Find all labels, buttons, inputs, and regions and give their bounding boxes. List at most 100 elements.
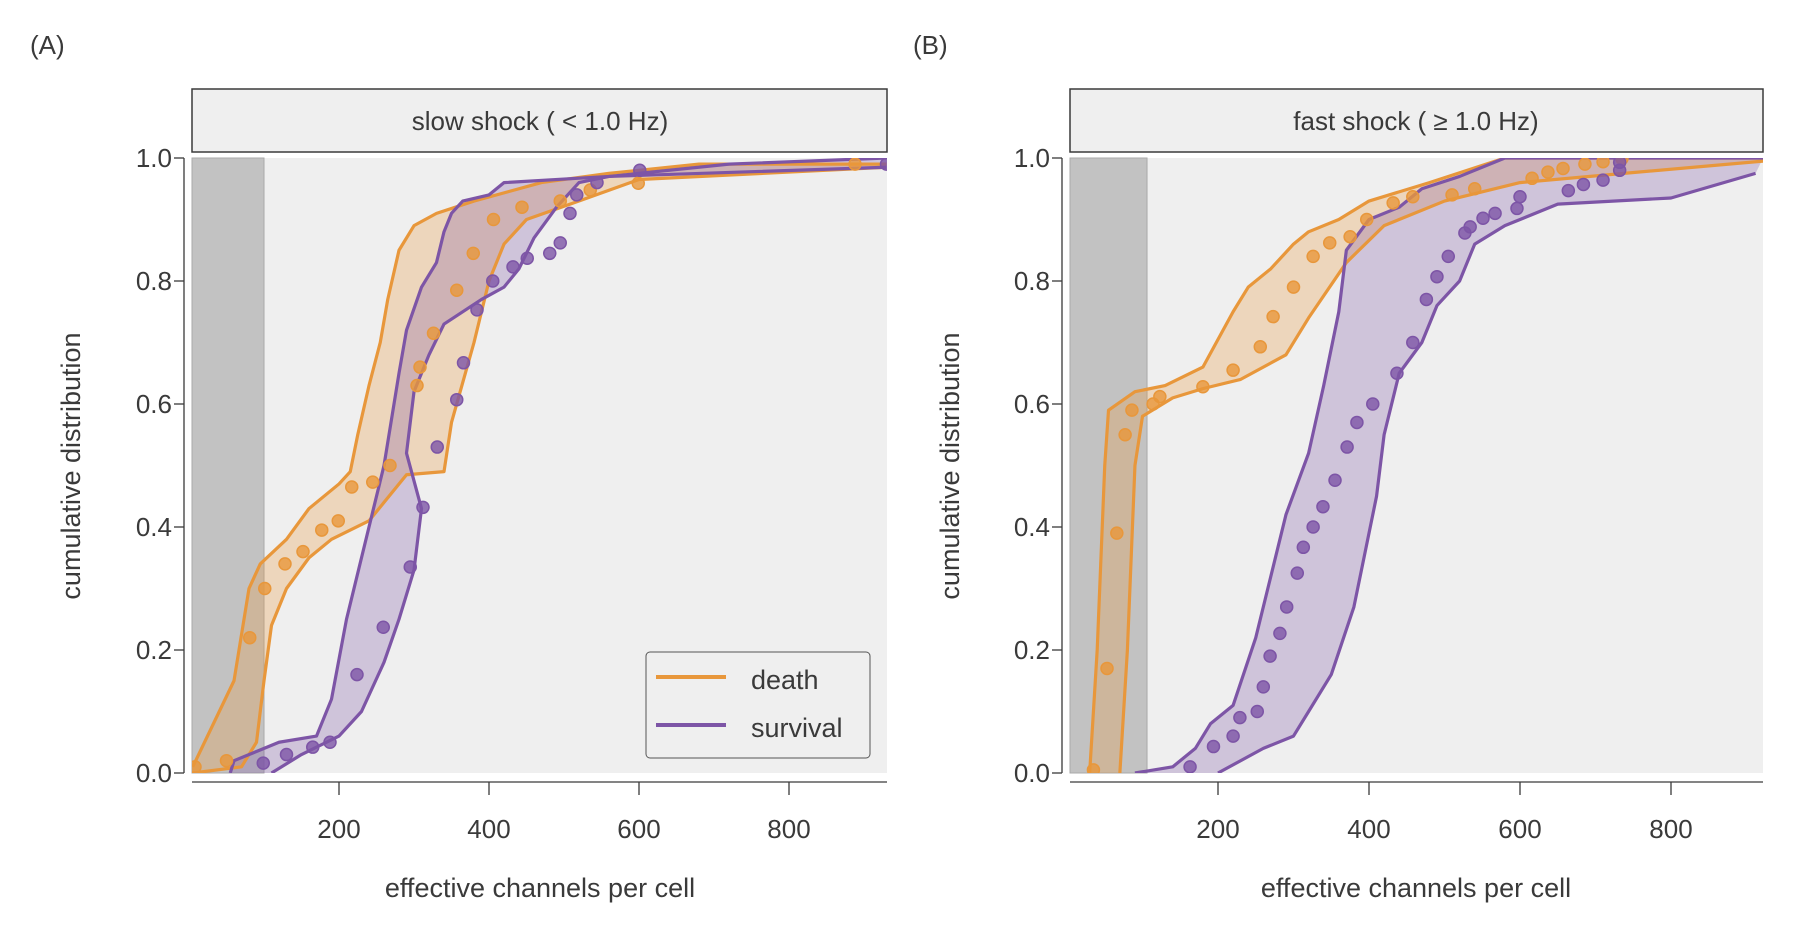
x-tick-label: 400: [467, 814, 510, 844]
y-tick-label: 0.0: [136, 758, 172, 788]
y-axis-title-a: cumulative distribution: [56, 332, 86, 599]
panel-label-a: (A): [30, 30, 65, 60]
death-point: [1125, 403, 1139, 417]
death-band-upper-line: [192, 162, 887, 768]
survival-point: [403, 560, 417, 574]
strip-b-box: [1069, 88, 1764, 153]
y-axis-title-b: cumulative distribution: [935, 332, 965, 599]
y-tick-label: 0.8: [1014, 266, 1050, 296]
survival-point: [1463, 220, 1477, 234]
plot-background: [1070, 158, 1763, 773]
survival-band: [1134, 158, 1763, 773]
axes-a: 0.0 0.2 0.4 0.6 0.8 1.0 200 400 600 800: [136, 143, 887, 844]
y-tick-label: 0.6: [136, 389, 172, 419]
death-point: [1086, 763, 1101, 773]
y-tick-label: 0.8: [136, 266, 172, 296]
axes-b: 0.0 0.2 0.4 0.6 0.8 1.0 200 400 600 800: [1014, 143, 1763, 844]
x-axis-title-a: effective channels per cell: [385, 873, 695, 903]
survival-point: [1296, 540, 1311, 555]
survival-point: [1612, 158, 1627, 170]
death-point: [553, 194, 567, 208]
death-point: [278, 557, 292, 571]
death-point: [1322, 236, 1337, 250]
survival-point: [456, 356, 471, 370]
survival-point: [1513, 189, 1527, 204]
death-point: [1596, 158, 1610, 169]
survival-point: [486, 274, 500, 288]
death-point: [486, 212, 501, 227]
survival-point: [1340, 440, 1354, 454]
death-band-lower-line: [1118, 159, 1763, 773]
death-point: [219, 753, 234, 768]
survival-point: [543, 246, 557, 261]
survival-point: [1206, 739, 1221, 754]
legend-label-death: death: [751, 665, 819, 695]
death-point: [1386, 196, 1400, 210]
death-point: [296, 544, 310, 559]
survival-point: [1279, 600, 1294, 614]
death-point: [413, 360, 427, 374]
death-band: [1089, 158, 1763, 773]
survival-point: [1350, 415, 1364, 430]
panel-title-b: fast shock ( ≥ 1.0 Hz): [1293, 106, 1538, 136]
death-point: [410, 378, 424, 393]
panel-title-a: slow shock ( < 1.0 Hz): [412, 106, 668, 136]
survival-point: [1233, 710, 1247, 725]
death-point: [1578, 158, 1592, 171]
survival-point: [1488, 206, 1502, 221]
survival-point: [1576, 177, 1591, 192]
death-point: [1467, 182, 1482, 196]
y-tick-label: 0.2: [136, 635, 172, 665]
y-tick-label: 0.6: [1014, 389, 1050, 419]
survival-point: [470, 303, 484, 317]
survival-point: [1390, 366, 1404, 380]
survival-point: [279, 747, 294, 762]
survival-point: [1596, 173, 1610, 187]
survival-point: [1476, 211, 1490, 226]
survival-band-upper-line: [1134, 158, 1763, 773]
death-point: [243, 630, 257, 645]
survival-point: [256, 756, 270, 770]
death-point: [1306, 249, 1320, 264]
y-tick-label: 1.0: [1014, 143, 1050, 173]
survival-point: [1510, 201, 1524, 216]
panel-label-b: (B): [913, 30, 948, 60]
survival-point: [1316, 499, 1330, 514]
panel-b: (B) fast shock ( ≥ 1.0 Hz) cumulative di…: [913, 30, 1764, 903]
survival-point: [1226, 729, 1240, 743]
survival-point: [506, 260, 520, 274]
survival-point: [1441, 249, 1456, 264]
survival-point: [430, 440, 444, 454]
death-point: [383, 458, 397, 473]
death-point: [848, 158, 862, 171]
death-point: [1226, 363, 1240, 377]
survival-point: [1430, 269, 1444, 284]
death-point: [331, 514, 345, 528]
legend: death survival: [645, 651, 871, 759]
survival-point: [563, 206, 577, 221]
survival-band-upper-line: [228, 158, 887, 773]
death-point: [1525, 171, 1539, 186]
death-point: [1445, 188, 1459, 202]
legend-label-survival: survival: [751, 713, 843, 743]
survival-point: [879, 158, 887, 171]
death-band-upper-line: [1088, 158, 1763, 773]
survival-point: [1250, 704, 1265, 719]
survival-point: [350, 667, 364, 682]
y-tick-label: 0.4: [1014, 512, 1050, 542]
death-point: [1359, 212, 1374, 227]
death-point: [366, 475, 380, 489]
panel-a: (A) slow shock ( < 1.0 Hz) cumulative di…: [30, 30, 888, 903]
death-point: [1541, 165, 1555, 179]
death-point: [1286, 280, 1301, 294]
death-band-lower-line: [192, 165, 887, 773]
x-tick-label: 600: [617, 814, 660, 844]
survival-point: [1406, 335, 1420, 350]
x-tick-label: 200: [317, 814, 360, 844]
death-point: [1196, 380, 1210, 394]
plot-area-b: [1069, 157, 1763, 774]
survival-point: [1419, 292, 1434, 307]
y-tick-label: 0.2: [1014, 635, 1050, 665]
survival-point: [570, 188, 584, 202]
